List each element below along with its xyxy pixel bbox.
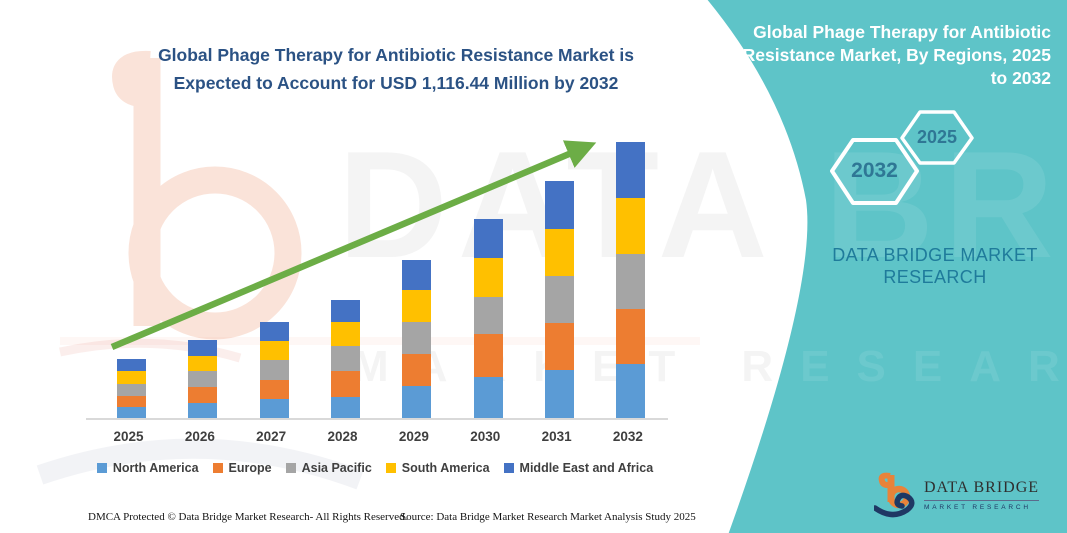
legend-swatch-icon: [385, 463, 396, 473]
legend-label: South America: [401, 461, 490, 475]
footer-dmca: DMCA Protected © Data Bridge Market Rese…: [88, 511, 408, 523]
right-heading-line-3: to 2032: [990, 68, 1051, 88]
legend: North America Europe Asia Pacific South Ame…: [80, 458, 670, 478]
brand-text-line-2: RESEARCH: [883, 267, 987, 287]
right-heading-line-2: Resistance Market, By Regions, 2025: [742, 45, 1051, 65]
brand-text-line-1: DATA BRIDGE MARKET: [832, 245, 1038, 265]
brand-text: DATA BRIDGE MARKET RESEARCH: [828, 244, 1042, 288]
legend-item-north-america: North America: [96, 461, 199, 475]
footer-source: Source: Data Bridge Market Research Mark…: [400, 511, 696, 523]
teal-panel-shape: [707, 0, 1067, 533]
chart-title-line-1: Global Phage Therapy for Antibiotic Resi…: [158, 45, 634, 65]
watermark-red-swoosh: [59, 338, 242, 363]
dbmr-logo-b-icon: [874, 472, 915, 518]
legend-label: Middle East and Africa: [519, 461, 654, 475]
hexagon-2025: [900, 110, 974, 165]
legend-label: Europe: [228, 461, 272, 475]
legend-swatch-icon: [212, 463, 223, 473]
watermark-b-hook: [112, 50, 151, 108]
x-axis-line: [86, 418, 668, 420]
legend-label: North America: [112, 461, 199, 475]
watermark-pink-band: [60, 337, 700, 345]
dbmr-logo-text: DATA BRIDGE MARKET RESEARCH: [924, 479, 1040, 511]
legend-swatch-icon: [503, 463, 514, 473]
chart-title-line-2: Expected to Account for USD 1,116.44 Mil…: [173, 73, 619, 93]
legend-swatch-icon: [285, 463, 296, 473]
hexagon-2025-label: 2025: [916, 127, 958, 147]
dbmr-logo-subtitle: MARKET RESEARCH: [924, 504, 1031, 511]
right-panel-heading: Global Phage Therapy for Antibiotic Resi…: [721, 21, 1051, 90]
watermark-navy-swoosh: [36, 438, 364, 490]
legend-item-middle-east-and-africa: Middle East and Africa: [503, 461, 654, 475]
watermark-b-bowl: [128, 166, 302, 340]
trend-arrow: [110, 140, 597, 350]
logo-navy-swoosh: [874, 492, 915, 518]
dbmr-logo-name: DATA BRIDGE: [924, 479, 1040, 501]
legend-label: Asia Pacific: [301, 461, 372, 475]
right-heading-line-1: Global Phage Therapy for Antibiotic: [753, 22, 1051, 42]
logo-b-hook: [878, 472, 891, 489]
legend-item-europe: Europe: [212, 461, 272, 475]
chart-title: Global Phage Therapy for Antibiotic Resi…: [118, 41, 674, 97]
legend-swatch-icon: [96, 463, 107, 473]
dbmr-logo: DATA BRIDGE MARKET RESEARCH: [874, 470, 1040, 520]
legend-item-south-america: South America: [385, 461, 490, 475]
hexagon-2032-label: 2032: [851, 159, 898, 182]
hexagon-2032: [830, 138, 919, 205]
legend-item-asia-pacific: Asia Pacific: [285, 461, 372, 475]
